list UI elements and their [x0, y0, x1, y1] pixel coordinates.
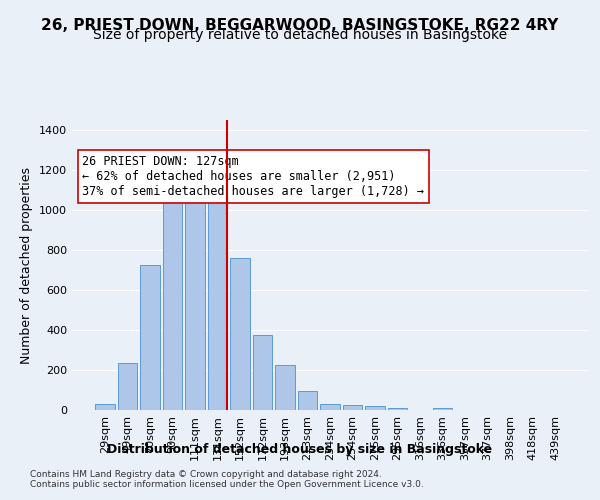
Bar: [433, 408, 452, 410]
Bar: [388, 408, 407, 410]
Bar: [118, 362, 137, 410]
Text: Size of property relative to detached houses in Basingstoke: Size of property relative to detached ho…: [93, 28, 507, 42]
Bar: [230, 258, 250, 410]
Bar: [208, 186, 227, 410]
Bar: [140, 264, 160, 410]
Text: Contains HM Land Registry data © Crown copyright and database right 2024.
Contai: Contains HM Land Registry data © Crown c…: [30, 470, 424, 490]
Bar: [95, 404, 115, 410]
Bar: [320, 404, 340, 410]
Bar: [298, 391, 317, 410]
Bar: [163, 188, 182, 410]
Bar: [253, 335, 272, 410]
Text: 26, PRIEST DOWN, BEGGARWOOD, BASINGSTOKE, RG22 4RY: 26, PRIEST DOWN, BEGGARWOOD, BASINGSTOKE…: [41, 18, 559, 32]
Text: 26 PRIEST DOWN: 127sqm
← 62% of detached houses are smaller (2,951)
37% of semi-: 26 PRIEST DOWN: 127sqm ← 62% of detached…: [82, 155, 424, 198]
Bar: [365, 406, 385, 410]
Bar: [275, 365, 295, 410]
Y-axis label: Number of detached properties: Number of detached properties: [20, 166, 34, 364]
Bar: [185, 186, 205, 410]
Text: Distribution of detached houses by size in Basingstoke: Distribution of detached houses by size …: [107, 442, 493, 456]
Bar: [343, 406, 362, 410]
